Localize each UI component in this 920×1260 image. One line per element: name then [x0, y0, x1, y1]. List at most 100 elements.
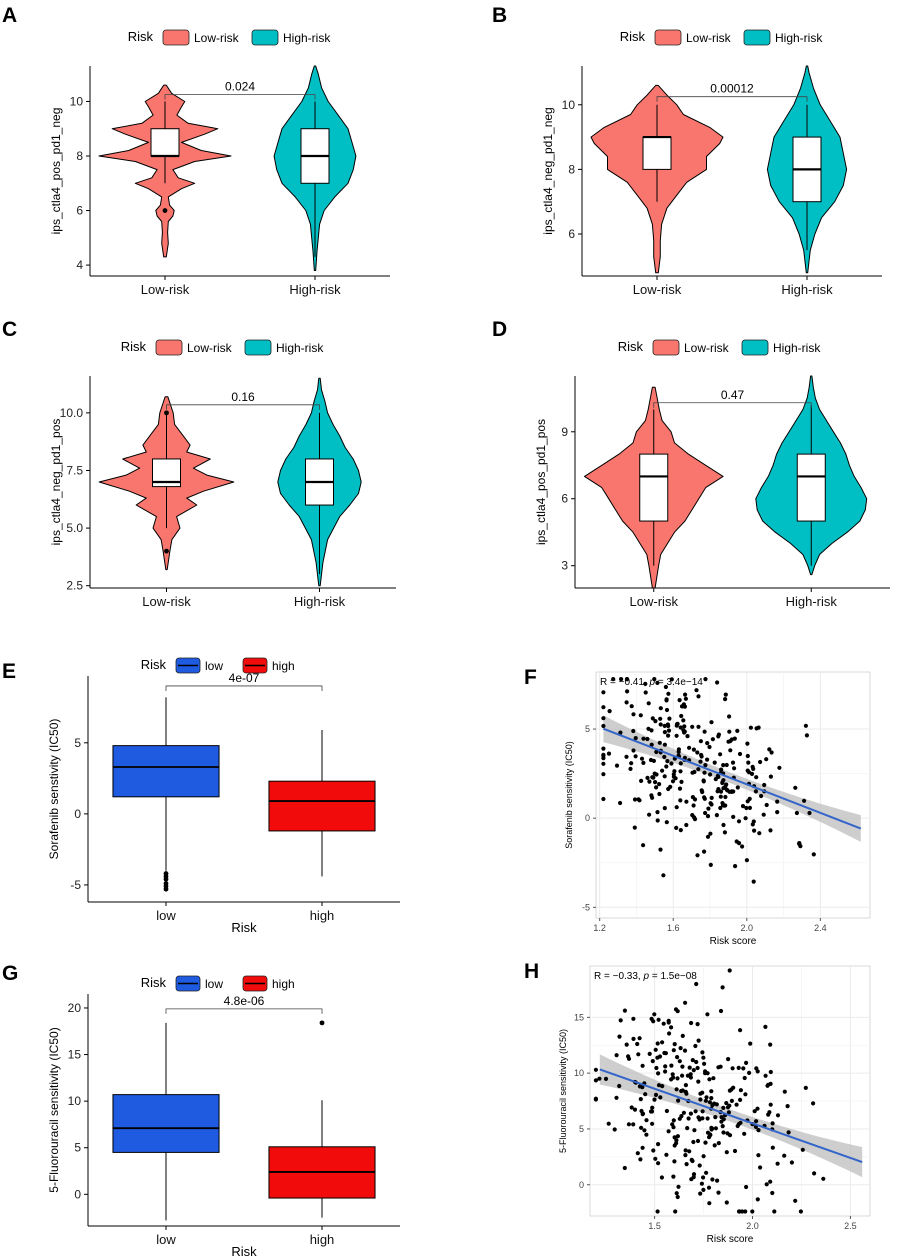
scatter-point	[723, 794, 728, 800]
scatter-point	[713, 1115, 718, 1120]
scatter-point	[650, 716, 655, 721]
scatter-point	[738, 1097, 743, 1102]
scatter-point	[663, 1069, 668, 1074]
scatter-point	[701, 1187, 706, 1192]
scatter-point	[759, 793, 764, 799]
scatter-point	[642, 1128, 647, 1133]
outlier-point	[163, 886, 169, 892]
scatter-point	[705, 814, 711, 819]
scatter-point	[700, 789, 705, 795]
scatter-point	[705, 1071, 710, 1076]
scatter-point	[647, 779, 652, 784]
box-low-risk	[642, 136, 672, 170]
scatter-point	[721, 1130, 726, 1135]
scatter-point	[694, 1059, 699, 1065]
scatter-point	[733, 864, 738, 869]
scatter-point	[775, 1161, 780, 1166]
scatter-point	[736, 819, 742, 824]
scatter-point	[718, 752, 723, 757]
scatter-point	[679, 713, 684, 719]
scatter-point	[633, 736, 638, 741]
scatter-point	[716, 1190, 721, 1195]
scatter-point	[708, 801, 713, 806]
scatter-point	[645, 736, 650, 742]
scatter-point	[666, 728, 672, 733]
scatter-point	[769, 750, 774, 755]
scatter-point	[726, 1057, 731, 1062]
scatter-point	[657, 1054, 663, 1059]
scatter-point	[768, 1069, 773, 1075]
scatter-point	[737, 751, 743, 757]
scatter-point	[722, 803, 727, 808]
violin-chart-a: Risk Low-risk High-risk 4 6 8 10 Low-risk High-r…	[38, 14, 408, 304]
scatter-point	[675, 1194, 680, 1200]
scatter-point	[682, 1048, 688, 1053]
scatter-point	[740, 1209, 745, 1214]
scatter-point	[687, 1149, 692, 1154]
scatter-point	[618, 730, 623, 735]
scatter-point	[768, 1179, 773, 1184]
scatter-point	[681, 718, 686, 723]
scatter-point	[694, 688, 699, 693]
scatter-point	[601, 723, 606, 729]
scatter-point	[738, 1088, 743, 1093]
scatter-point	[654, 1065, 659, 1071]
scatter-point	[651, 758, 656, 763]
scatter-point	[707, 1100, 712, 1105]
legend-label-high-risk: High-risk	[276, 341, 324, 355]
y-tick-label: -5	[70, 878, 81, 892]
x-axis-label: Risk	[231, 920, 257, 935]
y-axis-label: Sorafenib sensitivity (IC50)	[564, 741, 574, 849]
scatter-point	[601, 690, 606, 695]
scatter-point	[653, 1156, 658, 1161]
scatter-point	[695, 1138, 701, 1144]
scatter-point	[722, 830, 727, 835]
p-value-label: 0.16	[231, 390, 255, 404]
scatter-point	[701, 1175, 706, 1180]
p-value-label: 4e-07	[229, 671, 260, 685]
scatter-point	[793, 785, 798, 790]
scatter-point	[702, 729, 707, 734]
y-tick-label: 20	[68, 1001, 82, 1015]
y-axis-label: ips_ctla4_neg_pd1_neg	[541, 107, 555, 234]
scatter-point	[721, 763, 726, 768]
scatter-point	[641, 736, 646, 741]
significance-bracket	[165, 1008, 323, 1014]
scatter-point	[658, 706, 663, 711]
scatter-point	[724, 1200, 729, 1205]
scatter-point	[770, 1145, 775, 1150]
scatter-point	[601, 796, 606, 802]
scatter-point	[640, 1063, 645, 1068]
scatter-point	[617, 1034, 622, 1039]
scatter-point	[645, 775, 650, 780]
scatter-point	[656, 1071, 661, 1076]
scatter-point	[782, 1153, 787, 1158]
x-tick-label: 2.0	[741, 923, 754, 933]
x-tick-label: High-risk	[786, 594, 838, 609]
scatter-point	[730, 1066, 735, 1071]
scatter-point	[622, 1165, 627, 1171]
scatter-point	[715, 773, 720, 779]
scatter-point	[800, 1147, 805, 1152]
scatter-point	[729, 1098, 734, 1103]
scatter-point	[720, 985, 725, 990]
scatter-point	[681, 1110, 686, 1115]
scatter-point	[633, 754, 638, 759]
y-tick-label: 3	[561, 559, 568, 573]
scatter-point	[655, 1041, 660, 1046]
scatter-point	[705, 757, 710, 762]
y-tick-label: 8	[76, 149, 83, 163]
scatter-point	[732, 1148, 738, 1154]
y-tick-label: 0	[74, 807, 81, 821]
scatter-point	[804, 733, 809, 738]
scatter-point	[782, 1089, 787, 1094]
scatter-point	[664, 820, 669, 825]
scatter-point	[718, 805, 723, 811]
scatter-point	[716, 1065, 721, 1070]
y-tick-label: 5	[74, 1141, 81, 1155]
scatter-point	[662, 806, 667, 811]
scatter-point	[682, 724, 687, 729]
scatter-point	[671, 1118, 676, 1123]
panel-label-f: F	[524, 666, 537, 689]
scatter-point	[749, 771, 755, 776]
